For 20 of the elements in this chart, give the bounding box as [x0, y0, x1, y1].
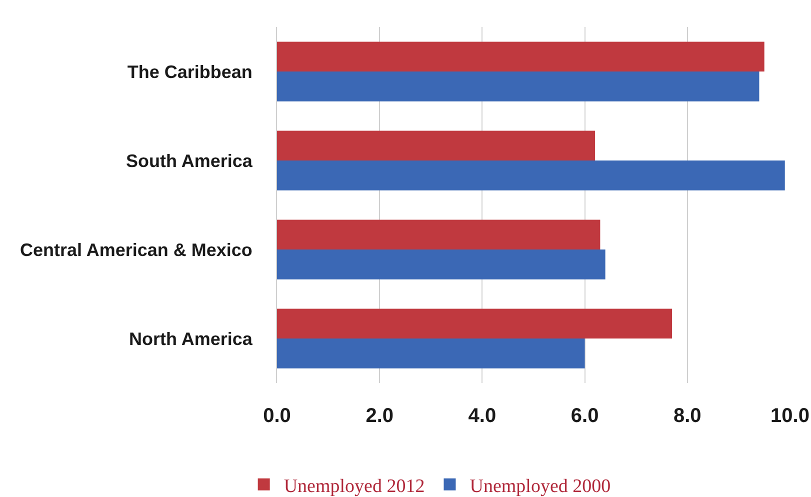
bar	[277, 338, 585, 368]
bar	[277, 308, 672, 338]
y-tick-label: The Caribbean	[127, 62, 252, 82]
bar	[277, 160, 785, 190]
legend-label: Unemployed 2012	[284, 476, 425, 497]
y-tick-label: South America	[126, 150, 254, 171]
x-tick-label: 0.0	[263, 405, 291, 427]
bar	[277, 250, 606, 280]
y-tick-label: Central American & Mexico	[20, 240, 252, 260]
bar	[277, 130, 596, 160]
x-tick-label: 2.0	[366, 405, 394, 427]
bar	[277, 42, 764, 72]
y-tick-label: North America	[129, 328, 254, 349]
x-tick-label: 8.0	[673, 405, 702, 427]
x-tick-label: 4.0	[468, 405, 496, 427]
bar	[277, 220, 600, 250]
bar	[277, 72, 760, 102]
x-tick-label: 6.0	[570, 405, 599, 427]
x-tick-label: 10.0	[770, 405, 810, 427]
legend-label: Unemployed 2000	[470, 476, 611, 497]
